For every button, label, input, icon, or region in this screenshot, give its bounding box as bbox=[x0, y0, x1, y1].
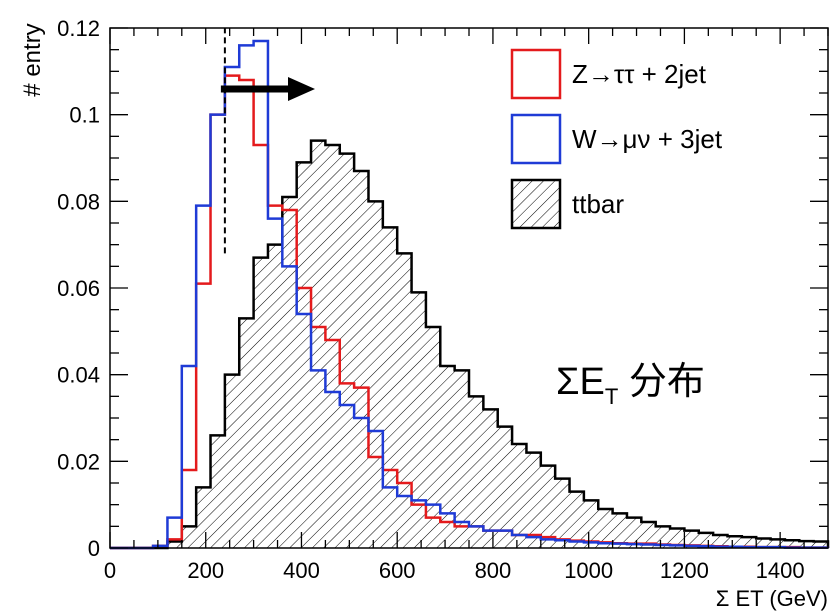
x-tick-label: 0 bbox=[104, 558, 116, 583]
series-line-ttbar bbox=[110, 139, 830, 550]
legend: Z→ττ + 2jet W→μν + 3jet ttbar bbox=[510, 48, 723, 230]
legend-entry: Z→ττ + 2jet bbox=[510, 48, 707, 100]
x-axis-label: Σ ET (GeV) bbox=[716, 586, 828, 611]
x-tick-label: 800 bbox=[475, 558, 512, 583]
annotation-subscript: T bbox=[605, 384, 618, 409]
cut-arrow-head bbox=[288, 77, 315, 101]
y-axis-label: # entry bbox=[19, 23, 46, 96]
y-tick-label: 0.1 bbox=[69, 103, 100, 128]
x-tick-label: 1000 bbox=[564, 558, 613, 583]
x-tick-label: 600 bbox=[379, 558, 416, 583]
legend-entry: ttbar bbox=[510, 178, 624, 230]
legend-swatch bbox=[510, 113, 562, 165]
legend-swatch bbox=[510, 178, 562, 230]
y-tick-label: 0.06 bbox=[57, 276, 100, 301]
legend-entry: W→μν + 3jet bbox=[510, 113, 723, 165]
y-tick-label: 0.04 bbox=[57, 363, 100, 388]
legend-label: Z→ττ + 2jet bbox=[572, 59, 707, 89]
x-tick-label: 1400 bbox=[756, 558, 805, 583]
annotation-tail: 分布 bbox=[618, 361, 705, 403]
y-tick-label: 0 bbox=[88, 536, 100, 561]
series-fill-ttbar bbox=[110, 140, 828, 548]
legend-swatch bbox=[510, 48, 562, 100]
axes: 0 200 400 600 800 1000 1200 1400 0 0.02 0.04 0.06 0.… bbox=[57, 16, 829, 583]
annotation-main: ΣE bbox=[556, 361, 605, 403]
y-tick-label: 0.12 bbox=[57, 16, 100, 41]
plot-area bbox=[110, 28, 830, 550]
x-tick-label: 200 bbox=[187, 558, 224, 583]
x-tick-label: 400 bbox=[283, 558, 320, 583]
legend-label: ttbar bbox=[572, 189, 624, 219]
annotation-sum-et: ΣET 分布 bbox=[556, 361, 705, 409]
y-tick-label: 0.02 bbox=[57, 449, 100, 474]
x-tick-label: 1200 bbox=[660, 558, 709, 583]
legend-label: W→μν + 3jet bbox=[572, 124, 723, 154]
y-tick-label: 0.08 bbox=[57, 189, 100, 214]
